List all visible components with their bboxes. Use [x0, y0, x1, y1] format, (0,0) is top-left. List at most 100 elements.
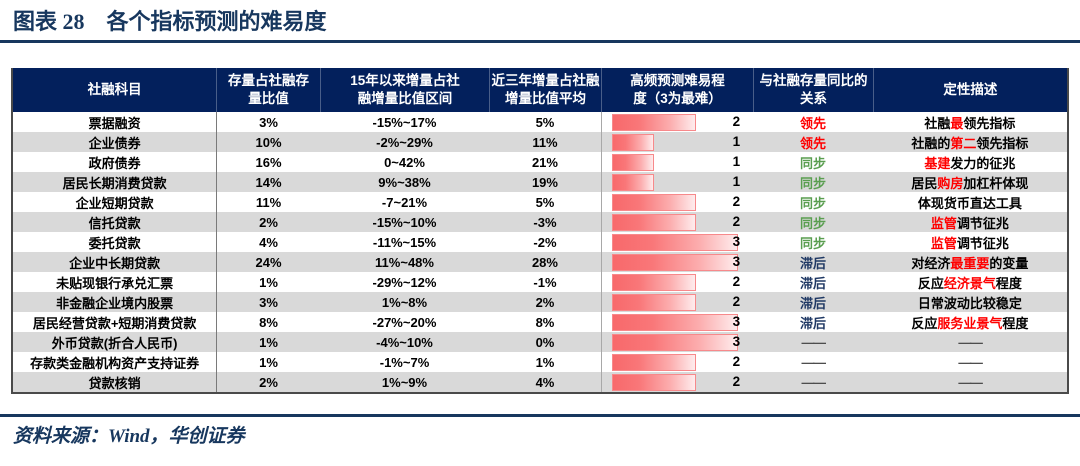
description-text: —— — [958, 374, 983, 390]
difficulty-bar-cell: 1 — [600, 152, 753, 172]
description-text: 调节征兆 — [956, 215, 1009, 231]
cell-relation: 滞后 — [753, 292, 873, 312]
relation-label: 领先 — [799, 135, 826, 151]
cell-relation: —— — [753, 332, 873, 352]
col-header-description: 定性描述 — [872, 68, 1067, 112]
table-row: 非金融企业境内股票 3% 1%~8% 2% 2 滞后 日常波动比较稳定 — [13, 292, 1067, 312]
description-text: 加杠杆体现 — [963, 175, 1029, 191]
difficulty-value: 2 — [732, 114, 741, 129]
cell-range-2015: 9%~38% — [378, 174, 431, 190]
relation-label: 同步 — [799, 195, 826, 211]
header-row: 社融科目 存量占社融存 量比值 15年以来增量占社 融增量比值区间 近三年增量占社融 … — [13, 68, 1067, 112]
cell-stock-share: 1% — [216, 272, 320, 292]
cell-stock-share: 8% — [216, 312, 320, 332]
description-highlight: 基建 — [924, 155, 951, 171]
difficulty-value: 1 — [732, 134, 741, 149]
cell-stock-share: 14% — [216, 172, 320, 192]
relation-label: 滞后 — [799, 295, 826, 311]
relation-label: 滞后 — [799, 275, 826, 291]
difficulty-bar-cell: 3 — [600, 252, 753, 272]
cell-stock-share: 2% — [216, 372, 320, 392]
cell-category: 政府债券 — [88, 155, 141, 171]
cell-avg-3y: 0% — [535, 334, 555, 350]
cell-relation: 滞后 — [753, 252, 873, 272]
description-text: 发力的征兆 — [950, 155, 1016, 171]
description-text: 反应 — [917, 275, 944, 291]
cell-category: 非金融企业境内股票 — [56, 295, 174, 311]
table-body: 票据融资 3% -15%~17% 5% 2 领先 社融最领先指标 企业债券 10% -2%~29%… — [13, 112, 1067, 392]
table-row: 居民长期消费贷款 14% 9%~38% 19% 1 同步 居民 购房 加杠杆体现 — [13, 172, 1067, 192]
indicators-table: 社融科目 存量占社融存 量比值 15年以来增量占社 融增量比值区间 近三年增量占社融 … — [11, 68, 1069, 394]
table-row: 企业短期贷款 11% -7~21% 5% 2 同步 体现货币直达工具 — [13, 192, 1067, 212]
cell-relation: 滞后 — [753, 272, 873, 292]
difficulty-value: 2 — [732, 294, 741, 309]
difficulty-value: 2 — [732, 194, 741, 209]
description-text: 的变量 — [989, 255, 1029, 271]
relation-label: —— — [801, 374, 826, 390]
cell-category: 企业债券 — [88, 135, 141, 151]
cell-description: 基建 发力的征兆 — [873, 152, 1067, 172]
cell-description: 监管 调节征兆 — [873, 212, 1067, 232]
cell-range-2015: 1%~9% — [381, 374, 428, 390]
description-text: 体现货币直达工具 — [917, 195, 1022, 211]
description-highlight: 第二 — [950, 135, 977, 151]
cell-category: 未贴现银行承兑汇票 — [56, 275, 174, 291]
description-highlight: 最 — [950, 115, 964, 131]
cell-description: —— — [873, 352, 1067, 372]
cell-avg-3y: -2% — [533, 234, 557, 250]
col-header-relation: 与社融存量同比的 关系 — [753, 68, 873, 112]
relation-label: —— — [801, 354, 826, 370]
cell-avg-3y: 11% — [532, 134, 558, 150]
cell-avg-3y: -1% — [533, 274, 557, 290]
relation-label: 同步 — [799, 155, 826, 171]
cell-range-2015: 1%~8% — [381, 294, 428, 310]
cell-category: 企业中长期贷款 — [69, 255, 161, 271]
table-row: 贷款核销 2% 1%~9% 4% 2 —— —— — [13, 372, 1067, 392]
description-text: 社融的 — [911, 135, 951, 151]
difficulty-value: 1 — [732, 154, 741, 169]
description-text: 领先指标 — [976, 135, 1029, 151]
cell-relation: —— — [753, 372, 873, 392]
difficulty-bar — [611, 333, 739, 351]
col-header-difficulty: 高频预测难易程 度（3为最难） — [600, 68, 753, 112]
cell-avg-3y: 1% — [535, 354, 555, 370]
cell-category: 企业短期贷款 — [75, 195, 154, 211]
description-text: 居民 — [911, 175, 938, 191]
cell-description: 体现货币直达工具 — [873, 192, 1067, 212]
source-note: 资料来源：Wind，华创证券 — [13, 426, 245, 447]
difficulty-bar — [611, 233, 739, 251]
description-highlight: 购房 — [937, 175, 964, 191]
cell-range-2015: -7~21% — [381, 194, 428, 210]
cell-description: 反应 经济景气 程度 — [873, 272, 1067, 292]
difficulty-value: 3 — [732, 254, 741, 269]
difficulty-value: 2 — [732, 374, 741, 389]
cell-stock-share: 1% — [216, 352, 320, 372]
cell-avg-3y: 19% — [531, 174, 558, 190]
table-row: 外币贷款(折合人民币) 1% -4%~10% 0% 3 —— —— — [13, 332, 1067, 352]
cell-stock-share: 3% — [216, 292, 320, 312]
difficulty-bar — [611, 353, 697, 371]
cell-range-2015: -15%~17% — [372, 114, 437, 130]
difficulty-bar — [611, 293, 697, 311]
cell-range-2015: -1%~7% — [379, 354, 430, 370]
difficulty-bar — [611, 153, 654, 171]
table-row: 委托贷款 4% -11%~15% -2% 3 同步 监管 调节征兆 — [13, 232, 1067, 252]
description-highlight: 服务业景气 — [937, 315, 1003, 331]
difficulty-bar — [611, 313, 739, 331]
cell-range-2015: -27%~20% — [372, 314, 437, 330]
description-highlight: 经济景气 — [943, 275, 996, 291]
description-highlight: 最重要 — [950, 255, 990, 271]
figure-title: 图表 28 各个指标预测的难易度 — [13, 4, 327, 36]
cell-avg-3y: 5% — [535, 114, 555, 130]
figure-title-text: 各个指标预测的难易度 — [106, 9, 327, 34]
cell-category: 票据融资 — [88, 115, 141, 131]
cell-description: —— — [873, 332, 1067, 352]
description-text: —— — [958, 354, 983, 370]
cell-stock-share: 3% — [216, 112, 320, 132]
table-header: 社融科目 存量占社融存 量比值 15年以来增量占社 融增量比值区间 近三年增量占社融 … — [13, 68, 1067, 112]
table-row: 未贴现银行承兑汇票 1% -29%~12% -1% 2 滞后 反应 经济景气 程度 — [13, 272, 1067, 292]
cell-category: 贷款核销 — [88, 375, 141, 391]
difficulty-value: 3 — [732, 334, 741, 349]
difficulty-bar-cell: 2 — [600, 192, 753, 212]
